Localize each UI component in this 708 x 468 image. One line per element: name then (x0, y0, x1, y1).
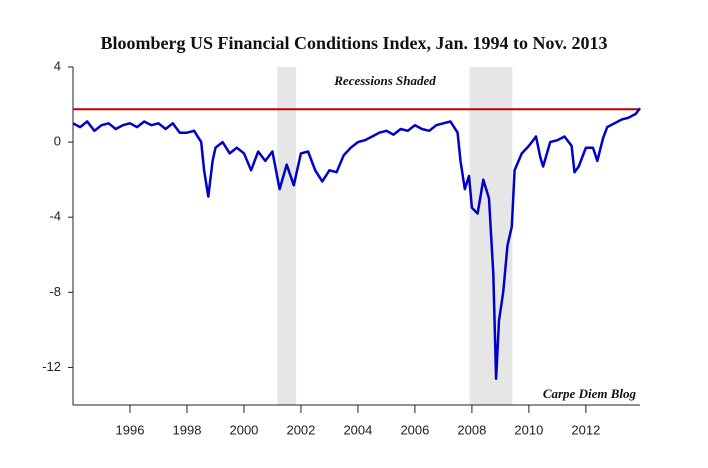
x-tick-label: 2006 (400, 422, 429, 437)
x-tick-label: 2012 (571, 422, 600, 437)
x-tick-label: 2002 (286, 422, 315, 437)
y-tick-label: -4 (49, 209, 61, 224)
y-tick-label: 0 (54, 134, 61, 149)
annotation: Recessions Shaded (333, 73, 436, 88)
recession-band (277, 67, 297, 405)
data-line (72, 107, 641, 380)
x-tick-label: 2008 (457, 422, 486, 437)
x-tick-label: 2000 (229, 422, 258, 437)
x-tick-label: 2010 (514, 422, 543, 437)
y-tick-label: 4 (54, 58, 61, 73)
x-tick-label: 2004 (343, 422, 372, 437)
x-tick-label: 1996 (116, 422, 145, 437)
x-tick-label: 1998 (173, 422, 202, 437)
y-tick-label: -12 (42, 359, 61, 374)
annotation: Carpe Diem Blog (543, 386, 637, 401)
chart-title: Bloomberg US Financial Conditions Index,… (100, 33, 607, 53)
y-tick-label: -8 (49, 284, 61, 299)
